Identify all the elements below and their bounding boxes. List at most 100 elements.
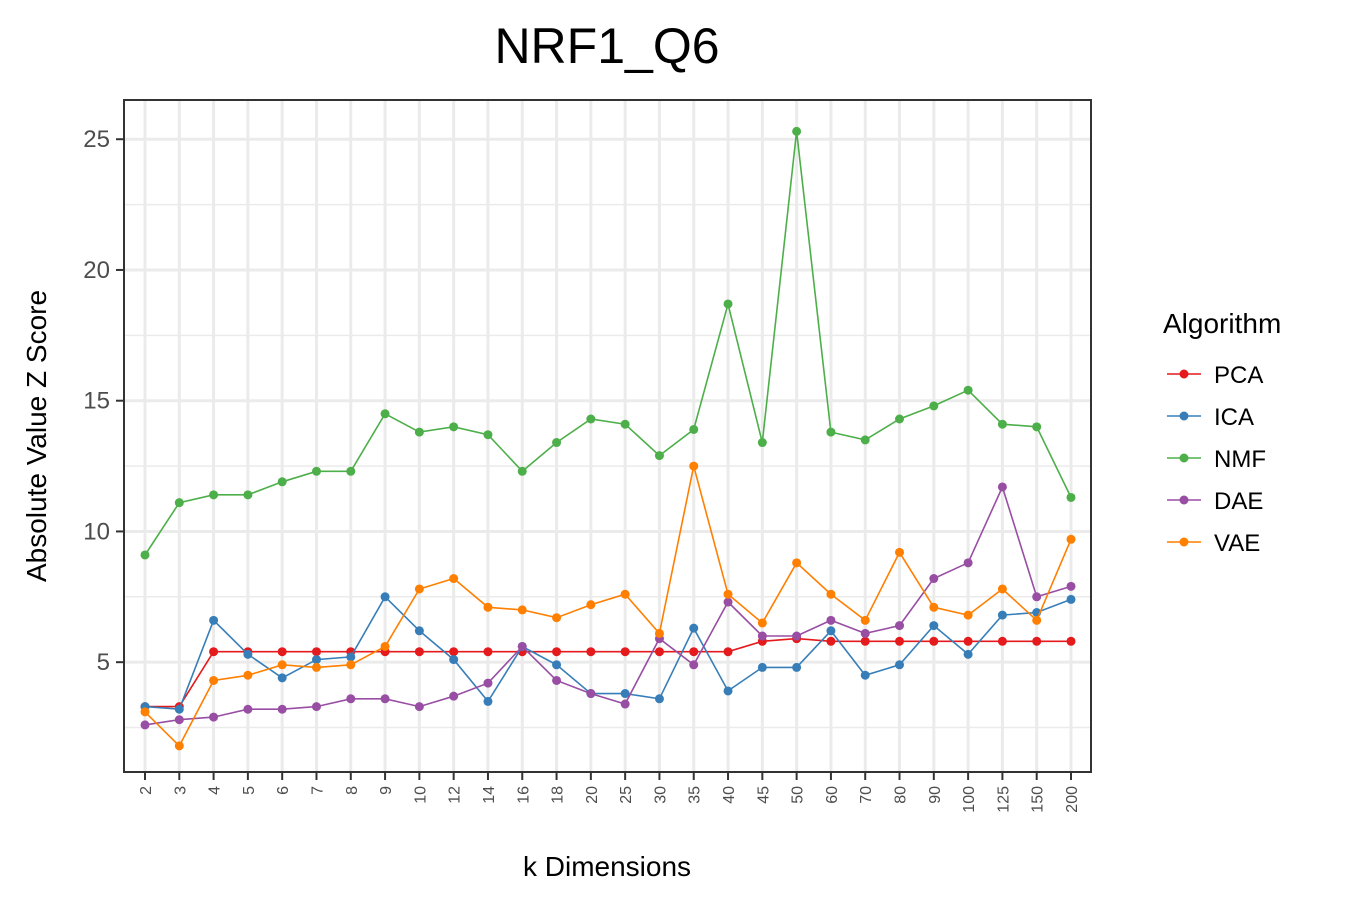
data-point-dae: [380, 694, 390, 704]
x-tick-label: 80: [893, 786, 910, 804]
x-tick-label: 35: [687, 786, 704, 804]
data-point-pca: [552, 647, 562, 657]
data-point-ica: [449, 655, 459, 665]
data-point-nmf: [1066, 492, 1076, 502]
x-tick-label: 40: [721, 786, 738, 804]
data-point-nmf: [483, 430, 493, 440]
data-point-dae: [449, 691, 459, 701]
series-line-dae: [144, 484, 1072, 726]
data-point-nmf: [209, 490, 219, 500]
data-point-dae: [792, 631, 802, 641]
legend-key-point-nmf: [1179, 453, 1189, 463]
legend-label-pca: PCA: [1214, 362, 1263, 389]
data-point-vae: [689, 461, 699, 471]
data-point-vae: [483, 602, 493, 612]
data-point-ica: [1066, 594, 1076, 604]
data-point-ica: [346, 652, 356, 662]
data-point-nmf: [174, 498, 184, 508]
data-point-dae: [997, 482, 1007, 492]
x-tick-label: 12: [447, 786, 464, 804]
data-point-pca: [277, 647, 287, 657]
data-point-dae: [140, 720, 150, 730]
data-point-vae: [929, 602, 939, 612]
legend-label-nmf: NMF: [1214, 446, 1266, 473]
data-point-nmf: [449, 422, 459, 432]
data-point-nmf: [997, 419, 1007, 429]
data-point-ica: [929, 621, 939, 631]
data-point-dae: [243, 704, 253, 714]
data-point-pca: [449, 647, 459, 657]
data-point-nmf: [929, 401, 939, 411]
y-tick-label: 25: [83, 126, 110, 153]
legend-title: Algorithm: [1163, 308, 1281, 339]
legend-key-point-ica: [1179, 411, 1189, 421]
data-point-dae: [723, 597, 733, 607]
x-tick-label: 4: [207, 786, 224, 795]
data-point-nmf: [757, 438, 767, 448]
data-point-dae: [483, 678, 493, 688]
x-tick-label: 70: [858, 786, 875, 804]
data-point-pca: [1032, 636, 1042, 646]
data-point-dae: [346, 694, 356, 704]
data-point-dae: [757, 631, 767, 641]
data-point-nmf: [380, 409, 390, 419]
data-point-ica: [757, 662, 767, 672]
data-point-ica: [620, 689, 630, 699]
x-axis-title: k Dimensions: [523, 851, 691, 882]
data-point-nmf: [552, 438, 562, 448]
data-point-vae: [346, 660, 356, 670]
data-point-dae: [929, 574, 939, 584]
data-point-vae: [552, 613, 562, 623]
data-point-nmf: [517, 466, 527, 476]
data-point-pca: [860, 636, 870, 646]
data-point-vae: [414, 584, 424, 594]
data-point-vae: [243, 670, 253, 680]
data-point-nmf: [586, 414, 596, 424]
data-point-dae: [277, 704, 287, 714]
data-point-ica: [654, 694, 664, 704]
data-point-ica: [209, 615, 219, 625]
data-point-pca: [586, 647, 596, 657]
data-point-dae: [895, 621, 905, 631]
data-point-nmf: [346, 466, 356, 476]
data-point-pca: [997, 636, 1007, 646]
data-point-pca: [209, 647, 219, 657]
legend-key-point-pca: [1179, 369, 1189, 379]
x-tick-label: 60: [824, 786, 841, 804]
data-point-vae: [757, 618, 767, 628]
data-point-nmf: [1032, 422, 1042, 432]
x-tick-label: 150: [1030, 786, 1047, 813]
data-point-vae: [654, 628, 664, 638]
data-point-nmf: [826, 427, 836, 437]
x-tick-label: 2: [138, 786, 155, 795]
x-tick-label: 100: [961, 786, 978, 813]
data-point-pca: [963, 636, 973, 646]
data-point-vae: [723, 589, 733, 599]
data-point-dae: [209, 712, 219, 722]
data-point-pca: [895, 636, 905, 646]
data-point-ica: [483, 696, 493, 706]
data-point-vae: [1066, 534, 1076, 544]
data-point-vae: [449, 574, 459, 584]
data-point-vae: [860, 615, 870, 625]
x-tick-label: 18: [550, 786, 567, 804]
data-point-vae: [209, 675, 219, 685]
data-point-ica: [895, 660, 905, 670]
x-tick-label: 45: [755, 786, 772, 804]
legend-key-point-vae: [1179, 537, 1189, 547]
data-point-dae: [860, 628, 870, 638]
data-point-pca: [654, 647, 664, 657]
data-point-ica: [826, 626, 836, 636]
data-point-vae: [380, 641, 390, 651]
x-tick-label: 30: [652, 786, 669, 804]
x-tick-label: 16: [515, 786, 532, 804]
data-point-vae: [997, 584, 1007, 594]
data-point-nmf: [860, 435, 870, 445]
data-point-nmf: [277, 477, 287, 487]
data-point-nmf: [654, 451, 664, 461]
data-point-vae: [620, 589, 630, 599]
data-point-ica: [792, 662, 802, 672]
data-point-vae: [963, 610, 973, 620]
data-point-dae: [414, 702, 424, 712]
